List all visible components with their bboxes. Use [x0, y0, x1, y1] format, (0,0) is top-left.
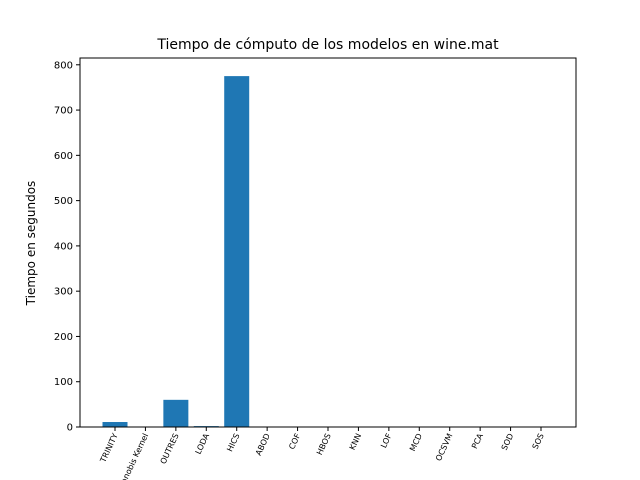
- x-tick-label: HBOS: [315, 432, 333, 456]
- x-tick-label: HICS: [225, 432, 241, 453]
- x-tick-label: OUTRES: [159, 432, 181, 465]
- x-tick-label: ABOD: [254, 432, 272, 457]
- bar: [163, 399, 189, 427]
- plot-frame: [79, 57, 577, 428]
- x-tick-label: PCA: [470, 432, 485, 451]
- x-tick-label: OCSVM: [434, 432, 455, 462]
- chart-title: Tiempo de cómputo de los modelos en wine…: [156, 37, 499, 53]
- y-tick-label: 700: [54, 106, 73, 117]
- y-tick-label: 500: [54, 196, 73, 207]
- x-tick-label: COF: [287, 432, 302, 451]
- x-tick-label: LOF: [379, 432, 394, 450]
- bars: [102, 76, 554, 428]
- y-axis-ticks: 0 100 200 300 400 500 600 700 800: [54, 60, 80, 434]
- x-tick-label: SOD: [500, 432, 516, 452]
- y-axis-label: Tiempo en segundos: [24, 181, 38, 307]
- x-tick-label: KNN: [348, 432, 363, 451]
- bar: [224, 76, 250, 428]
- x-tick-label: SOS: [531, 432, 546, 451]
- y-tick-label: 300: [54, 287, 73, 298]
- y-tick-label: 600: [54, 151, 73, 162]
- y-tick-label: 800: [54, 60, 73, 71]
- y-tick-label: 100: [54, 377, 73, 388]
- y-tick-label: 200: [54, 332, 73, 343]
- y-tick-label: 400: [54, 241, 73, 252]
- x-tick-label: TRINITY: [98, 432, 120, 465]
- bar: [102, 422, 128, 427]
- y-tick-label: 0: [67, 423, 73, 434]
- x-tick-label: LODA: [194, 432, 212, 456]
- x-tick-label: MCD: [408, 432, 424, 453]
